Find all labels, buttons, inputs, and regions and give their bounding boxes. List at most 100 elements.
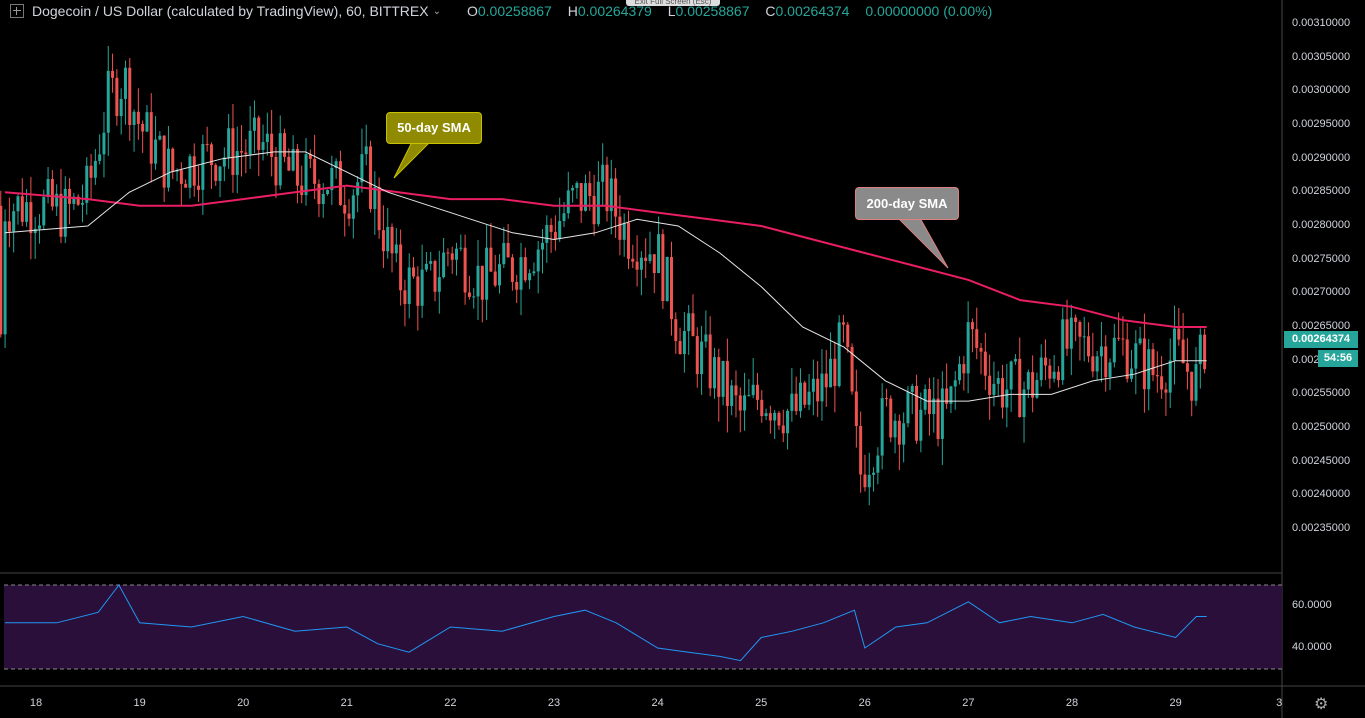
candle-body <box>85 165 89 203</box>
candle-body <box>932 398 936 414</box>
candle-body <box>1018 358 1022 418</box>
candle-body <box>330 167 334 191</box>
candle-body <box>424 263 428 270</box>
price-tick-label: 0.00240000 <box>1292 488 1351 501</box>
candle-body <box>1035 380 1039 398</box>
candle-body <box>214 165 218 181</box>
candle-body <box>480 265 484 300</box>
high-value: 0.00264379 <box>577 3 652 19</box>
candle-body <box>1198 334 1202 365</box>
low-label: L <box>667 3 676 19</box>
candle-body <box>498 264 502 286</box>
chart-header: Dogecoin / US Dollar (calculated by Trad… <box>0 0 1280 22</box>
candle-body <box>1160 376 1164 390</box>
candle-body <box>708 334 712 389</box>
time-tick-label: 23 <box>547 697 561 709</box>
candle-body <box>1026 372 1030 390</box>
exit-fullscreen-tooltip[interactable]: Exit Full Screen (Esc) <box>626 0 720 6</box>
candle-body <box>678 341 682 355</box>
candle-body <box>489 247 493 272</box>
price-tick-label: 0.00310000 <box>1292 17 1351 29</box>
candle-body <box>373 187 377 209</box>
candle-body <box>1168 360 1172 393</box>
candle-body <box>949 386 953 404</box>
gear-icon[interactable]: ⚙ <box>1314 696 1329 713</box>
candle-body <box>936 398 940 439</box>
candle-body <box>863 474 867 488</box>
price-tick-label: 0.00245000 <box>1292 454 1351 467</box>
candle-body <box>1185 363 1189 372</box>
rsi-tick-label: 60.0000 <box>1292 599 1332 611</box>
candle-body <box>764 413 768 417</box>
candle-body <box>712 357 716 389</box>
candle-body <box>837 322 841 386</box>
candle-body <box>536 249 540 272</box>
candle-body <box>326 190 330 194</box>
candle-body <box>63 188 67 237</box>
candle-body <box>992 383 996 395</box>
expand-icon[interactable] <box>10 4 24 18</box>
candle-body <box>807 391 811 405</box>
candle-body <box>966 322 970 374</box>
candle-body <box>1155 375 1159 377</box>
candle-body <box>321 193 325 205</box>
candle-body <box>872 472 876 475</box>
candle-body <box>463 247 467 293</box>
candle-body <box>386 226 390 252</box>
candle-body <box>841 322 845 325</box>
candle-body <box>356 182 360 196</box>
candle-body <box>962 364 966 374</box>
close-label: C <box>765 3 776 19</box>
candle-body <box>773 412 777 421</box>
candle-body <box>790 393 794 411</box>
candle-body <box>652 254 656 273</box>
candle-body <box>25 202 29 222</box>
candle-body <box>1091 356 1095 372</box>
candle-body <box>265 133 269 143</box>
candle-body <box>1138 338 1142 344</box>
candle-body <box>996 378 1000 384</box>
symbol-title[interactable]: Dogecoin / US Dollar (calculated by Trad… <box>32 3 429 19</box>
candle-body <box>364 146 368 155</box>
time-tick-label: 26 <box>858 697 871 709</box>
candle-body <box>89 165 93 178</box>
sma50-line <box>4 151 1207 402</box>
candle-body <box>721 360 725 397</box>
chevron-down-icon[interactable]: ⌄ <box>432 5 441 17</box>
price-tick-label: 0.00255000 <box>1292 387 1351 400</box>
candle-body <box>1104 346 1108 378</box>
candle-body <box>846 324 850 347</box>
price-tick-label: 0.00300000 <box>1292 84 1351 97</box>
candle-body <box>209 144 213 166</box>
candle-body <box>738 395 742 411</box>
candle-body <box>940 388 944 439</box>
candle-body <box>502 243 506 265</box>
low-value: 0.00258867 <box>675 3 750 19</box>
candle-body <box>416 276 420 306</box>
candle-body <box>614 178 618 217</box>
time-tick-label: 27 <box>962 697 975 709</box>
candle-body <box>1013 358 1017 362</box>
rsi-tick-label: 40.0000 <box>1292 641 1332 653</box>
candle-body <box>1044 357 1048 366</box>
time-tick-label: 21 <box>340 697 353 709</box>
time-tick-label: 24 <box>651 697 664 709</box>
candle-body <box>915 385 919 441</box>
candle-body <box>106 70 110 133</box>
price-tick-label: 0.00290000 <box>1292 151 1351 164</box>
candle-body <box>575 183 579 189</box>
candle-body <box>626 222 630 259</box>
candle-body <box>287 156 291 171</box>
candle-body <box>768 413 772 421</box>
time-tick-label: 20 <box>237 697 250 709</box>
candle-body <box>1194 364 1198 401</box>
candle-body <box>179 170 183 184</box>
candle-body <box>472 296 476 298</box>
candle-body <box>880 398 884 456</box>
candle-body <box>381 230 385 252</box>
bar-countdown-tag: 54:56 <box>1318 350 1358 367</box>
candle-body <box>777 412 781 426</box>
candle-body <box>953 380 957 387</box>
candle-body <box>102 132 106 155</box>
